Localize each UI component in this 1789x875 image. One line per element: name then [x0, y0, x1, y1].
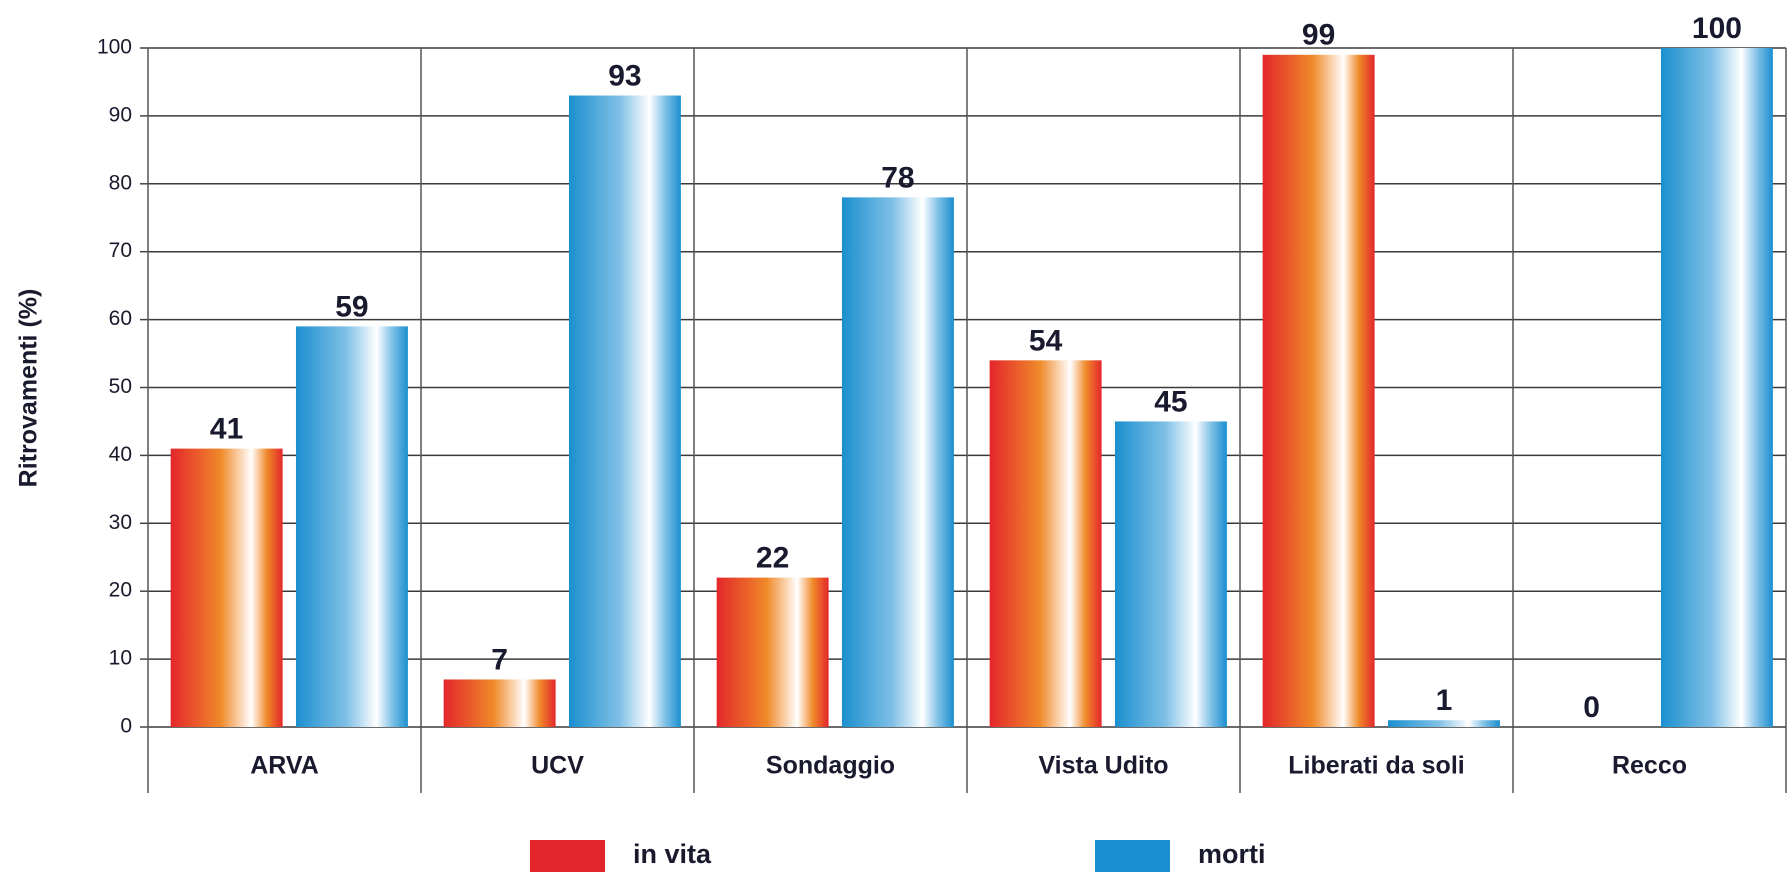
bar: [1114, 421, 1227, 727]
bar: [1660, 48, 1773, 727]
y-tick-label: 90: [109, 103, 132, 126]
legend-label: in vita: [633, 839, 712, 869]
y-tick-label: 70: [109, 239, 132, 262]
legend-label: morti: [1198, 839, 1266, 869]
y-tick-label: 40: [109, 443, 132, 466]
value-label: 1: [1436, 684, 1453, 717]
bar: [716, 577, 829, 727]
x-tick-label: Liberati da soli: [1288, 752, 1464, 780]
bar: [1262, 54, 1375, 728]
y-tick-label: 0: [120, 715, 132, 738]
value-label: 22: [756, 542, 789, 575]
legend-swatch: [1095, 840, 1170, 872]
y-tick-label: 30: [109, 511, 132, 534]
x-tick-label: Vista Udito: [1038, 752, 1168, 780]
x-tick-label: ARVA: [250, 752, 319, 780]
x-tick-label: Sondaggio: [766, 752, 895, 780]
bar: [170, 448, 283, 727]
legend-swatch: [530, 840, 605, 872]
x-tick-label: Recco: [1612, 752, 1687, 780]
y-axis-label: Ritrovamenti (%): [15, 289, 43, 488]
value-label: 100: [1692, 12, 1742, 45]
x-tick-label: UCV: [531, 752, 584, 780]
bar: [1387, 720, 1500, 727]
y-tick-label: 50: [109, 375, 132, 398]
y-tick-label: 10: [109, 647, 132, 670]
value-label: 54: [1029, 324, 1063, 357]
value-label: 45: [1154, 385, 1187, 418]
y-tick-label: 80: [109, 171, 132, 194]
value-label: 7: [491, 643, 508, 676]
bar: [841, 197, 954, 727]
value-label: 0: [1583, 691, 1600, 724]
bar: [568, 95, 681, 727]
value-label: 99: [1302, 19, 1335, 52]
bar: [295, 326, 408, 727]
bar: [989, 360, 1102, 727]
value-label: 93: [608, 59, 641, 92]
y-tick-label: 60: [109, 307, 132, 330]
value-label: 41: [210, 413, 243, 446]
y-tick-label: 20: [109, 579, 132, 602]
value-label: 59: [335, 290, 368, 323]
bar: [443, 679, 556, 727]
y-tick-label: 100: [97, 36, 132, 59]
value-label: 78: [881, 161, 914, 194]
